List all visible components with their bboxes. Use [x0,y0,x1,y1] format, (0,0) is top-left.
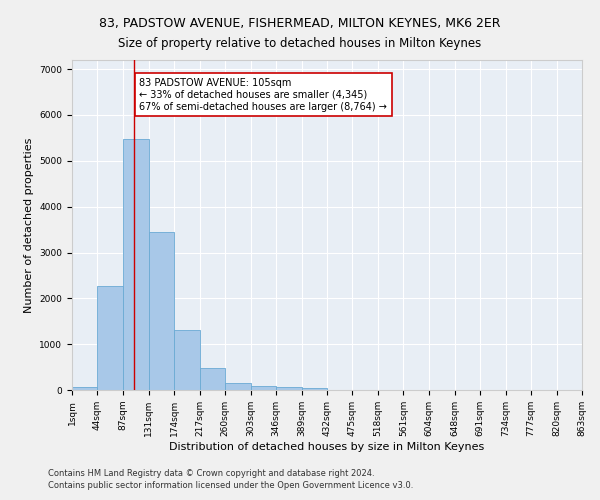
X-axis label: Distribution of detached houses by size in Milton Keynes: Distribution of detached houses by size … [169,442,485,452]
Text: 83 PADSTOW AVENUE: 105sqm
← 33% of detached houses are smaller (4,345)
67% of se: 83 PADSTOW AVENUE: 105sqm ← 33% of detac… [139,78,388,112]
Text: Size of property relative to detached houses in Milton Keynes: Size of property relative to detached ho… [118,38,482,51]
Text: Contains HM Land Registry data © Crown copyright and database right 2024.: Contains HM Land Registry data © Crown c… [48,468,374,477]
Bar [276,387,302,390]
Bar [175,330,200,390]
Bar [97,286,123,390]
Bar [72,386,97,390]
Text: 83, PADSTOW AVENUE, FISHERMEAD, MILTON KEYNES, MK6 2ER: 83, PADSTOW AVENUE, FISHERMEAD, MILTON K… [99,18,501,30]
Bar [123,139,149,390]
Bar [302,388,327,390]
Bar [149,232,175,390]
Bar [200,368,225,390]
Y-axis label: Number of detached properties: Number of detached properties [24,138,34,312]
Text: Contains public sector information licensed under the Open Government Licence v3: Contains public sector information licen… [48,481,413,490]
Bar [225,382,251,390]
Bar [251,386,276,390]
